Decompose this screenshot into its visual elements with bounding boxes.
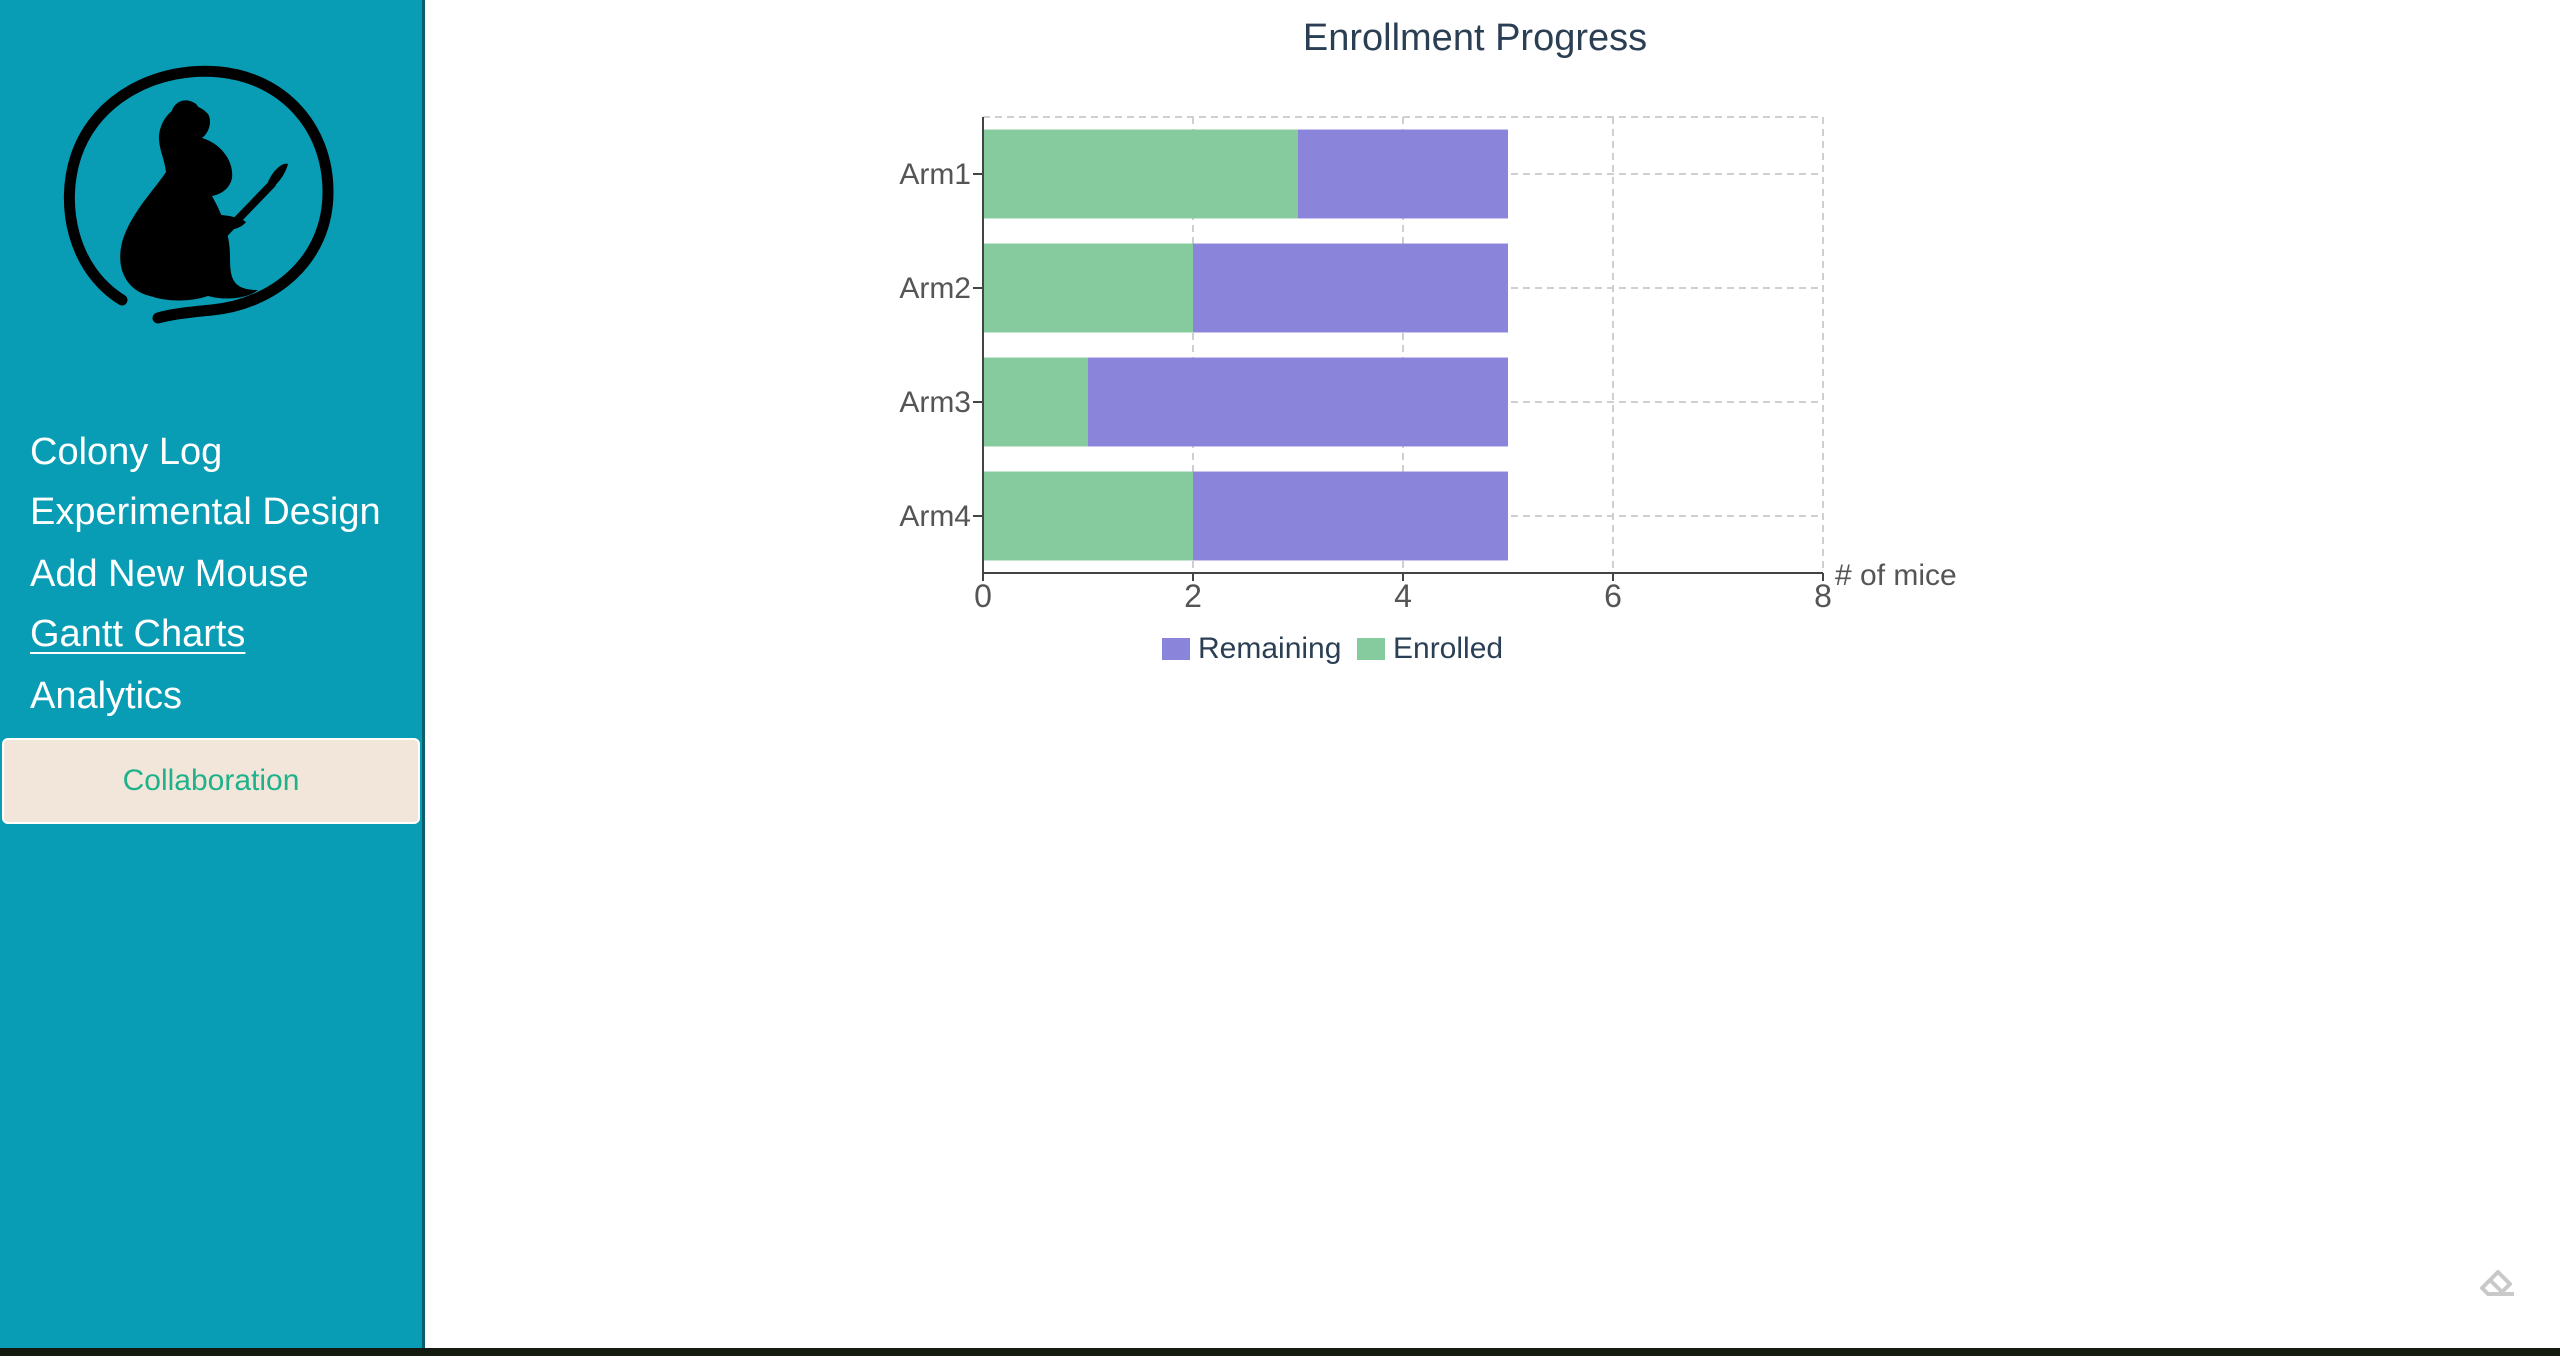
nav-gantt-charts[interactable]: Gantt Charts xyxy=(30,613,246,655)
y-tick-label: Arm4 xyxy=(899,500,971,533)
nav-add-new-mouse[interactable]: Add New Mouse xyxy=(30,553,309,595)
bar-remaining-arm2 xyxy=(1193,243,1508,333)
eraser-icon[interactable] xyxy=(2474,1260,2518,1304)
nav-colony-log[interactable]: Colony Log xyxy=(30,431,223,473)
bar-remaining-arm3 xyxy=(1088,357,1508,447)
nav-experimental-design[interactable]: Experimental Design xyxy=(30,491,381,533)
bar-enrolled-arm4 xyxy=(983,471,1193,561)
bar-enrolled-arm1 xyxy=(983,129,1298,219)
legend-swatch-enrolled xyxy=(1357,638,1385,660)
legend-label-enrolled: Enrolled xyxy=(1393,632,1503,665)
chart-title: Enrollment Progress xyxy=(1303,17,1647,59)
bar-remaining-arm1 xyxy=(1298,129,1508,219)
x-tick-label: 6 xyxy=(1604,578,1622,614)
nav-analytics[interactable]: Analytics xyxy=(30,675,183,717)
y-tick-label: Arm3 xyxy=(899,386,971,419)
y-tick-label: Arm2 xyxy=(899,272,971,305)
bar-enrolled-arm2 xyxy=(983,243,1193,333)
x-tick-label: 2 xyxy=(1184,578,1202,614)
legend-label-remaining: Remaining xyxy=(1198,632,1341,665)
x-tick-label: 8 xyxy=(1814,578,1832,614)
x-axis-label: # of mice xyxy=(1835,559,1957,592)
collaboration-button[interactable]: Collaboration xyxy=(2,738,420,824)
bar-remaining-arm4 xyxy=(1193,471,1508,561)
y-tick-label: Arm1 xyxy=(899,158,971,191)
sidebar: Colony Log Experimental Design Add New M… xyxy=(0,0,425,1348)
legend-swatch-remaining xyxy=(1162,638,1190,660)
x-tick-label: 0 xyxy=(974,578,992,614)
x-tick-label: 4 xyxy=(1394,578,1412,614)
bar-enrolled-arm3 xyxy=(983,357,1088,447)
mouse-painter-logo-icon[interactable] xyxy=(62,64,334,326)
bottom-edge xyxy=(0,1348,2560,1356)
